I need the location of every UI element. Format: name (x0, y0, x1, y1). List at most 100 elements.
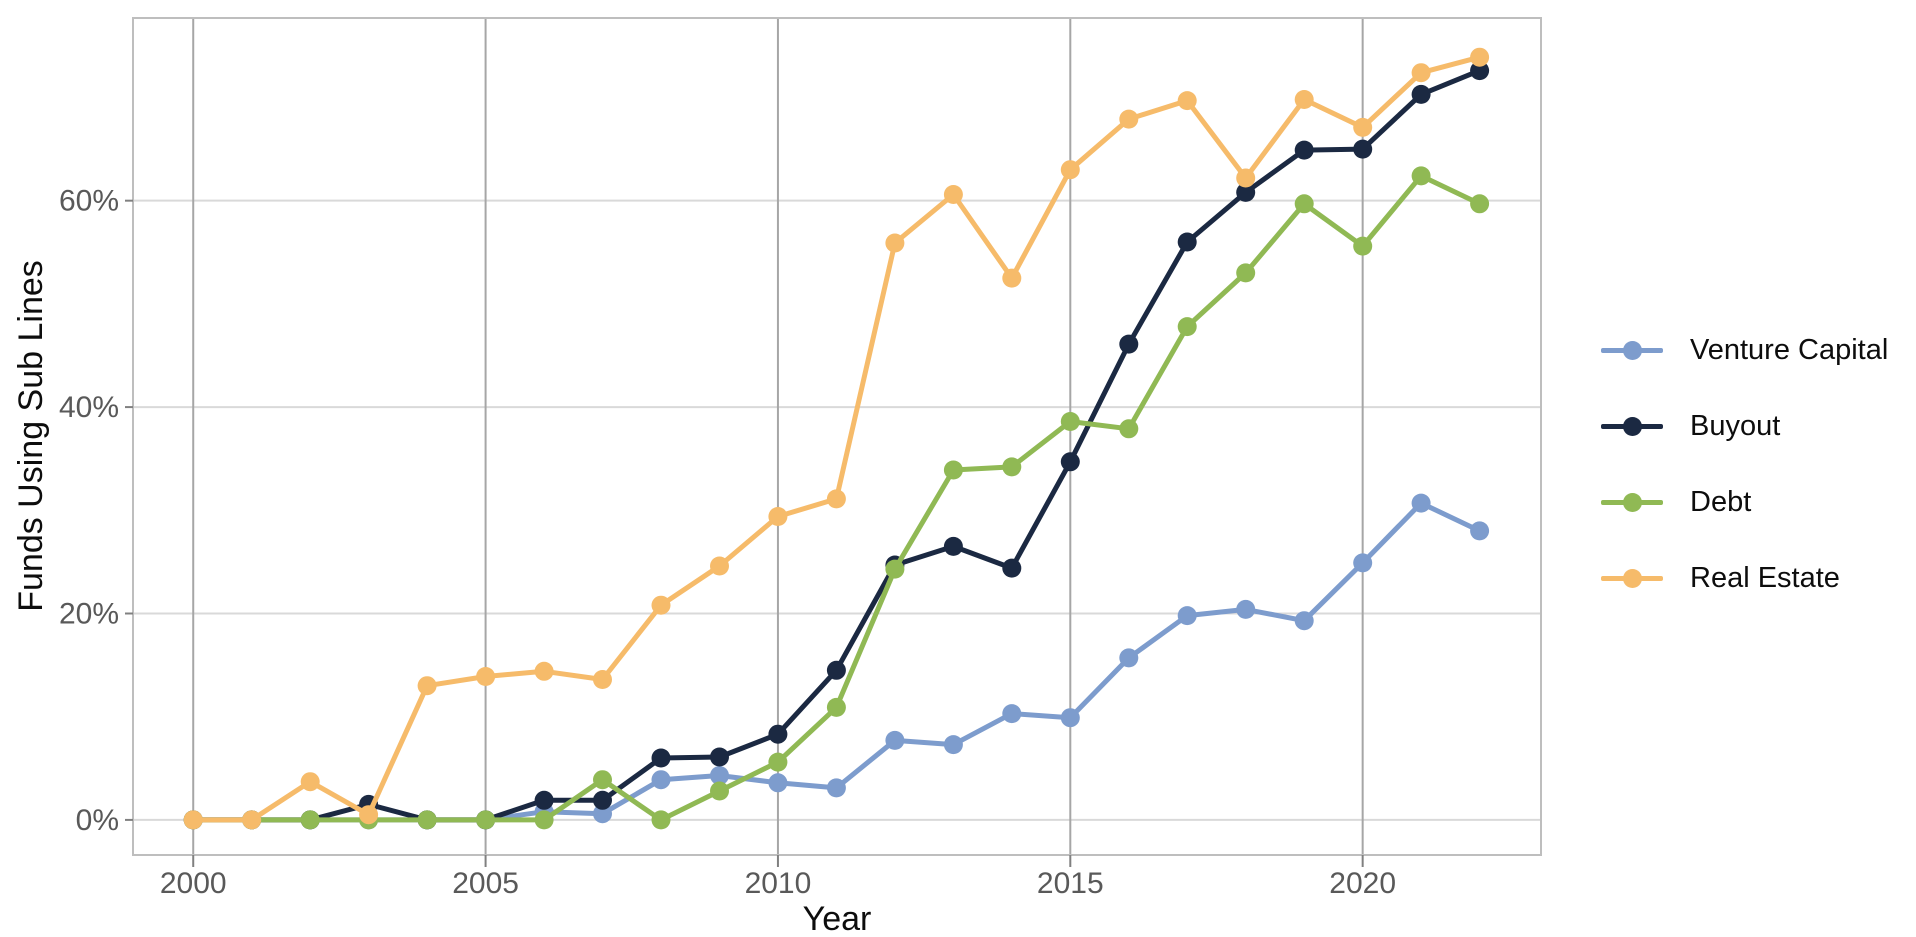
data-point-venture-capital (1236, 599, 1256, 619)
data-point-real-estate (417, 676, 437, 696)
grid-layer (133, 18, 1541, 855)
data-point-real-estate (534, 661, 554, 681)
data-point-debt (768, 752, 788, 772)
data-point-debt (534, 810, 554, 830)
legend-item-venture-capital: Venture Capital (1601, 312, 1888, 388)
data-point-real-estate (183, 810, 203, 830)
data-point-buyout (1060, 452, 1080, 472)
data-point-real-estate (476, 667, 496, 686)
legend-label-real-estate: Real Estate (1690, 561, 1840, 594)
data-point-debt (1177, 317, 1197, 337)
y-tick-label: 20% (59, 597, 119, 630)
data-point-venture-capital (1294, 611, 1314, 631)
x-axis-title: Year (803, 900, 872, 937)
data-point-real-estate (651, 595, 671, 615)
data-point-real-estate (1294, 90, 1314, 109)
data-point-real-estate (1411, 63, 1431, 83)
data-point-venture-capital (943, 735, 963, 755)
data-point-debt (651, 810, 671, 830)
y-axis-title: Funds Using Sub Lines (12, 260, 50, 612)
data-point-debt (1060, 412, 1080, 431)
legend-marker-debt (1601, 492, 1663, 512)
legend-item-real-estate: Real Estate (1601, 540, 1888, 616)
y-tick-label: 40% (59, 391, 119, 424)
data-point-venture-capital (1119, 648, 1139, 668)
series-debt (183, 166, 1490, 830)
data-point-debt (885, 559, 905, 579)
data-point-real-estate (359, 805, 379, 825)
legend-label-buyout: Buyout (1690, 409, 1781, 442)
data-point-buyout (1236, 182, 1256, 202)
data-point-real-estate (1002, 268, 1022, 288)
data-point-venture-capital (1060, 708, 1080, 728)
data-point-debt (1119, 419, 1139, 439)
data-point-debt (300, 810, 320, 830)
data-point-debt (943, 460, 963, 480)
data-point-buyout (1470, 61, 1490, 81)
data-point-debt (476, 810, 496, 830)
data-point-venture-capital (651, 770, 671, 790)
legend: Venture Capital Buyout Debt Real Estate (1601, 312, 1888, 616)
data-point-venture-capital (1470, 521, 1490, 541)
series-layer (183, 47, 1490, 830)
x-tick-label: 2015 (1037, 867, 1104, 900)
legend-item-debt: Debt (1601, 464, 1888, 540)
data-point-debt (1353, 236, 1373, 256)
data-point-buyout (1177, 232, 1197, 252)
data-point-debt (1294, 194, 1314, 214)
data-point-buyout (1353, 139, 1373, 159)
legend-label-venture-capital: Venture Capital (1690, 333, 1889, 366)
data-point-real-estate (242, 810, 262, 830)
data-point-venture-capital (710, 766, 729, 785)
data-point-debt (710, 781, 729, 801)
data-point-buyout (1002, 558, 1022, 578)
legend-marker-buyout (1601, 416, 1663, 436)
data-point-real-estate (1470, 47, 1490, 67)
data-point-venture-capital (593, 804, 612, 824)
data-point-buyout (1119, 334, 1139, 354)
data-point-buyout (710, 747, 729, 767)
data-point-buyout (1411, 84, 1431, 104)
data-point-buyout (651, 748, 671, 768)
data-point-buyout (1294, 140, 1314, 160)
data-point-real-estate (1060, 160, 1080, 180)
data-point-real-estate (943, 185, 963, 204)
legend-label-debt: Debt (1690, 485, 1752, 518)
y-tick-label: 0% (76, 804, 119, 837)
data-point-venture-capital (1411, 493, 1431, 513)
data-point-real-estate (1236, 168, 1256, 188)
data-point-buyout (826, 660, 846, 680)
data-point-venture-capital (1002, 704, 1022, 724)
tick-layer: 2000 2005 2010 2015 2020 0% 20% 40% 60% (59, 185, 1396, 900)
data-point-buyout (768, 724, 788, 744)
data-point-real-estate (1177, 91, 1197, 111)
plot-border (132, 17, 1542, 856)
data-point-venture-capital (768, 773, 788, 793)
data-point-debt (1236, 263, 1256, 283)
data-point-buyout (593, 790, 612, 810)
data-point-buyout (534, 790, 554, 810)
legend-marker-real-estate (1601, 568, 1663, 588)
data-point-debt (826, 697, 846, 717)
data-point-debt (1002, 457, 1022, 477)
data-point-venture-capital (1353, 553, 1373, 573)
data-point-real-estate (1119, 109, 1139, 129)
data-point-real-estate (768, 507, 788, 526)
data-point-real-estate (300, 772, 320, 792)
series-real-estate (183, 47, 1490, 830)
data-point-debt (1411, 166, 1431, 186)
data-point-debt (1470, 194, 1490, 214)
data-point-real-estate (593, 670, 612, 689)
data-point-buyout (943, 536, 963, 556)
y-tick-label: 60% (59, 185, 119, 218)
x-tick-label: 2010 (745, 867, 812, 900)
data-point-real-estate (826, 489, 846, 509)
data-point-venture-capital (1177, 606, 1197, 626)
data-point-debt (593, 770, 612, 790)
data-point-debt (417, 810, 437, 830)
data-point-real-estate (710, 556, 729, 576)
x-tick-label: 2000 (160, 867, 227, 900)
x-tick-label: 2005 (452, 867, 519, 900)
x-tick-label: 2020 (1329, 867, 1396, 900)
